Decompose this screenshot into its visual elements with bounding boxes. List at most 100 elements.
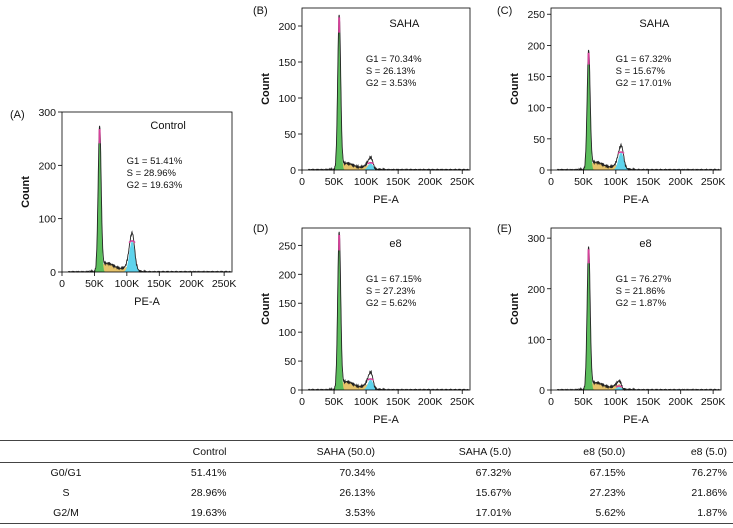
phase-annotation: S = 15.67% (616, 66, 666, 77)
row-label: G2/M (0, 503, 132, 524)
g2-phase-area (361, 163, 380, 170)
table-cell: 27.23% (589, 487, 626, 499)
table-header-row: Control SAHA (50.0) SAHA (5.0) e8 (50.0)… (0, 440, 733, 463)
g1-phase-area (91, 129, 108, 272)
plot-frame (61, 111, 233, 273)
g2-phase-area (361, 379, 380, 390)
phase-annotation: G2 = 19.63% (127, 180, 183, 191)
table-cell: 1.87% (631, 503, 733, 524)
histogram-panel: 0 50K 100K 150K 200K 250K 0 100 200 300 PE-A Count (… (497, 223, 725, 426)
x-tick-label: 100K (354, 176, 379, 188)
panel-label: (C) (497, 5, 512, 17)
panel-title: SAHA (389, 18, 420, 30)
table-header-control: Control (132, 440, 233, 463)
phase-annotation: G1 = 76.27% (616, 274, 672, 285)
y-tick-label: 0 (50, 267, 56, 279)
x-axis-label: PE-A (373, 194, 399, 206)
x-tick-label: 150K (386, 176, 411, 188)
x-tick-label: 50K (85, 278, 104, 290)
y-tick-label: 200 (527, 284, 545, 296)
g2-phase-area (122, 241, 142, 272)
table-cell: 28.96% (190, 487, 227, 499)
row-label: S (62, 487, 70, 499)
panel-title: e8 (639, 238, 651, 250)
x-tick-label: 150K (636, 396, 661, 408)
x-tick-label: 100K (354, 396, 379, 408)
y-tick-label: 100 (527, 103, 545, 115)
g1-phase-area (580, 52, 597, 170)
panel-label: (E) (497, 223, 512, 235)
g2-peak-marker (367, 378, 375, 381)
y-tick-label: 50 (284, 129, 296, 141)
x-tick-label: 150K (636, 176, 661, 188)
y-tick-label: 100 (38, 214, 56, 226)
histogram-panel: 0 50K 100K 150K 200K 250K 0 50 100 150 200 PE-A Coun… (253, 5, 474, 206)
x-tick-label: 50K (574, 176, 593, 188)
phase-annotation: G2 = 17.01% (616, 78, 672, 89)
y-tick-label: 0 (539, 165, 545, 177)
x-axis-label: PE-A (623, 194, 649, 206)
y-tick-label: 300 (38, 107, 56, 119)
table-cell: 70.34% (339, 467, 376, 479)
table-header-saha-50: SAHA (50.0) (232, 440, 382, 463)
phase-annotation: G1 = 51.41% (127, 156, 183, 167)
x-tick-label: 250K (701, 396, 726, 408)
table-cell: 15.67% (475, 487, 512, 499)
histogram-curve (307, 14, 469, 171)
plot-frame (301, 7, 471, 171)
x-tick-label: 50K (325, 176, 344, 188)
x-tick-label: 200K (668, 396, 693, 408)
x-tick-label: 250K (212, 278, 237, 290)
table-cell: 3.53% (232, 503, 382, 524)
table-header-e8-50: e8 (50.0) (517, 440, 632, 463)
table-row: S 28.96% 26.13% 15.67% 27.23% 21.86% (0, 483, 733, 503)
phase-annotation: G1 = 67.32% (616, 54, 672, 65)
y-tick-label: 150 (527, 72, 545, 84)
x-tick-label: 150K (386, 396, 411, 408)
table-header-blank (0, 440, 132, 463)
y-tick-label: 200 (278, 269, 296, 281)
x-axis-label: PE-A (373, 414, 399, 426)
x-tick-label: 200K (418, 176, 443, 188)
y-tick-label: 100 (278, 93, 296, 105)
phase-annotation: S = 21.86% (616, 286, 666, 297)
plot-frame (550, 7, 722, 171)
y-tick-label: 100 (527, 334, 545, 346)
phase-annotation: G1 = 67.15% (366, 274, 422, 285)
phase-annotation: G2 = 3.53% (366, 78, 417, 89)
table-cell: 67.32% (475, 467, 512, 479)
y-axis-label: Count (509, 73, 521, 105)
x-tick-label: 200K (668, 176, 693, 188)
x-tick-label: 250K (701, 176, 726, 188)
row-label: G0/G1 (50, 467, 82, 479)
y-tick-label: 0 (290, 165, 296, 177)
g1-phase-area (331, 234, 347, 390)
x-tick-label: 150K (147, 278, 172, 290)
y-axis-label: Count (260, 293, 272, 325)
histogram-curve (557, 246, 720, 391)
x-axis-label: PE-A (623, 414, 649, 426)
y-tick-label: 50 (533, 134, 545, 146)
phase-annotation: G2 = 5.62% (366, 298, 417, 309)
table-cell: 76.27% (691, 467, 727, 479)
histogram-curve (68, 125, 231, 273)
g1-phase-area (331, 17, 347, 171)
g2-phase-area (610, 387, 629, 390)
y-tick-label: 100 (278, 327, 296, 339)
y-tick-label: 200 (38, 160, 56, 172)
table-cell: 67.15% (589, 467, 626, 479)
table-row: G0/G1 51.41% 70.34% 67.32% 67.15% 76.27% (0, 463, 733, 484)
y-tick-label: 0 (539, 385, 545, 397)
g2-peak-marker (128, 240, 136, 244)
g2-phase-area (611, 152, 631, 170)
x-tick-label: 0 (299, 176, 305, 188)
phase-annotation: G1 = 70.34% (366, 54, 422, 65)
x-tick-label: 250K (450, 396, 475, 408)
y-tick-label: 250 (278, 240, 296, 252)
x-tick-label: 50K (325, 396, 344, 408)
panel-label: (B) (253, 5, 268, 17)
phase-annotation: S = 27.23% (366, 286, 416, 297)
table-cell: 17.01% (381, 503, 518, 524)
x-tick-label: 200K (179, 278, 204, 290)
y-axis-label: Count (260, 73, 272, 105)
